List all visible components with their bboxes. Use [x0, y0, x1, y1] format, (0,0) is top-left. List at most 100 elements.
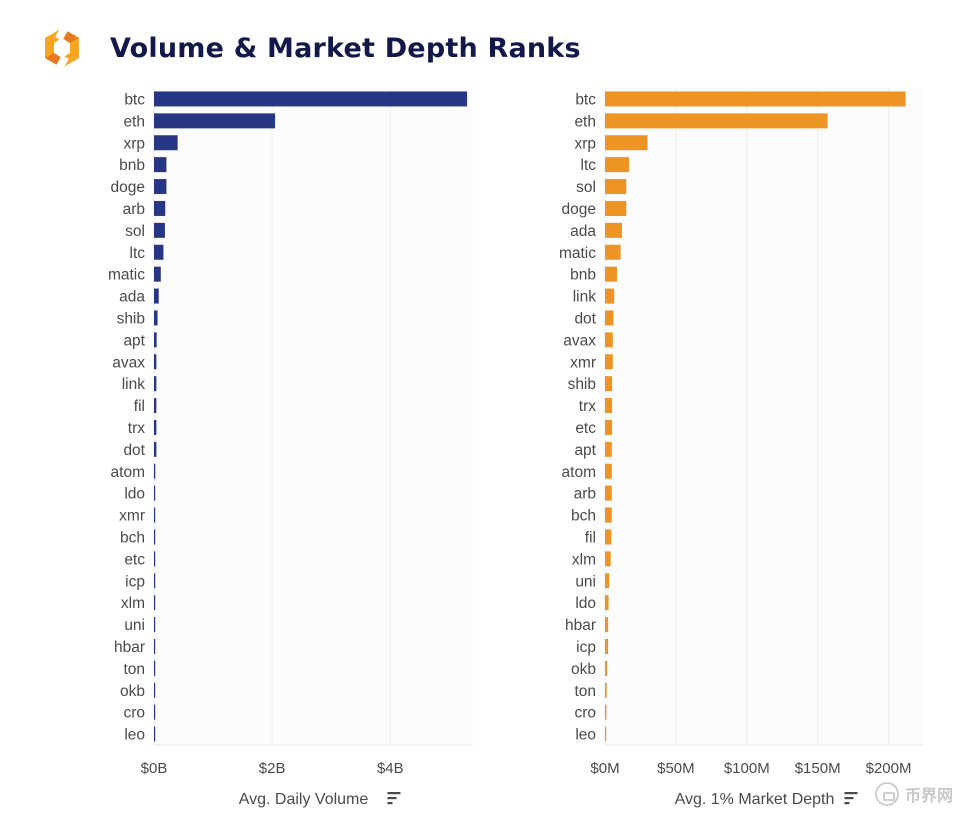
depth-category-label: dot — [574, 310, 596, 327]
depth-chart-panel: $0M $50M $100M $150M $200M btc eth xrp ltc sol dog… — [559, 88, 924, 808]
volume-bar-avax — [154, 354, 157, 370]
watermark: 币界网 — [874, 782, 953, 806]
depth-bar-link — [605, 288, 615, 304]
volume-bar-btc — [154, 91, 468, 107]
volume-bar-bnb — [154, 157, 167, 173]
depth-category-label: xlm — [572, 551, 596, 568]
depth-category-label: xrp — [574, 135, 596, 152]
depth-category-label: bnb — [570, 267, 596, 284]
depth-category-label: icp — [576, 639, 596, 656]
volume-bar-doge — [154, 179, 167, 195]
depth-bar-icp — [605, 638, 609, 654]
depth-category-label: bch — [571, 508, 596, 525]
volume-bar-icp — [154, 573, 156, 589]
depth-bar-shib — [605, 376, 613, 392]
sort-icon[interactable] — [387, 792, 401, 805]
sort-icon[interactable] — [844, 792, 858, 805]
volume-axis-title: Avg. Daily Volume — [239, 791, 369, 808]
depth-bar-apt — [605, 441, 612, 457]
volume-bar-ldo — [154, 485, 156, 501]
depth-bar-bch — [605, 507, 612, 523]
volume-bar-atom — [154, 463, 156, 479]
volume-bar-trx — [154, 419, 157, 435]
coin-circle-icon — [874, 782, 899, 806]
depth-bar-eth — [605, 113, 828, 129]
volume-bar-leo — [154, 726, 156, 742]
depth-bar-trx — [605, 398, 613, 414]
depth-bar-okb — [605, 660, 608, 676]
depth-category-label: etc — [575, 420, 596, 437]
depth-bar-cro — [605, 704, 607, 720]
volume-bar-sol — [154, 222, 165, 238]
depth-category-label: ldo — [575, 595, 596, 612]
depth-tick-label: $100M — [724, 760, 770, 777]
depth-bar-leo — [605, 726, 607, 742]
volume-tick-label: $0B — [141, 760, 168, 777]
depth-category-label: matic — [559, 245, 596, 262]
depth-category-label: link — [573, 289, 597, 306]
volume-category-label: xlm — [121, 595, 145, 612]
depth-bar-xrp — [605, 135, 648, 151]
volume-bar-ton — [154, 660, 156, 676]
volume-category-label: uni — [124, 617, 145, 634]
volume-category-label: avax — [112, 354, 145, 371]
volume-category-label: bch — [120, 529, 145, 546]
volume-bar-xmr — [154, 507, 156, 523]
depth-category-label: eth — [574, 113, 596, 130]
volume-category-label: leo — [124, 727, 145, 744]
depth-category-label: apt — [574, 442, 596, 459]
depth-bar-sol — [605, 179, 627, 195]
volume-category-label: ldo — [124, 486, 145, 503]
volume-category-label: bnb — [119, 157, 145, 174]
volume-bar-etc — [154, 551, 156, 567]
volume-category-label: shib — [117, 310, 145, 327]
depth-category-label: cro — [574, 705, 596, 722]
volume-category-label: cro — [123, 705, 145, 722]
volume-bar-xlm — [154, 595, 156, 611]
depth-category-label: btc — [575, 91, 596, 108]
depth-bar-xlm — [605, 551, 611, 567]
volume-bar-arb — [154, 200, 166, 216]
volume-category-label: eth — [123, 113, 145, 130]
page-title: Volume & Market Depth Ranks — [110, 32, 581, 64]
volume-category-label: okb — [120, 683, 145, 700]
volume-category-label: icp — [125, 573, 145, 590]
depth-bar-matic — [605, 244, 621, 260]
depth-category-label: leo — [575, 727, 596, 744]
volume-chart-panel: $0B $2B $4B btc eth xrp bnb doge arb sol ltc matic a… — [108, 88, 473, 808]
volume-bar-eth — [154, 113, 276, 129]
volume-bar-matic — [154, 266, 161, 282]
depth-category-label: ada — [570, 223, 596, 240]
depth-bar-btc — [605, 91, 906, 107]
volume-tick-label: $2B — [259, 760, 286, 777]
depth-category-label: sol — [576, 179, 596, 196]
depth-bar-ltc — [605, 157, 630, 173]
depth-category-label: doge — [562, 201, 596, 218]
volume-category-label: matic — [108, 267, 145, 284]
volume-category-label: apt — [123, 332, 145, 349]
volume-bar-uni — [154, 617, 156, 633]
depth-bar-atom — [605, 463, 612, 479]
depth-category-label: shib — [568, 376, 596, 393]
volume-category-label: link — [122, 376, 146, 393]
volume-category-label: sol — [125, 223, 145, 240]
volume-category-label: xrp — [123, 135, 145, 152]
volume-category-label: btc — [124, 91, 145, 108]
depth-bar-ton — [605, 682, 607, 698]
depth-tick-label: $0M — [590, 760, 619, 777]
volume-category-label: doge — [111, 179, 145, 196]
volume-category-label: dot — [123, 442, 145, 459]
depth-category-label: ltc — [581, 157, 597, 174]
volume-bar-link — [154, 376, 157, 392]
depth-category-label: uni — [575, 573, 596, 590]
depth-axis-title: Avg. 1% Market Depth — [675, 791, 835, 808]
depth-bar-bnb — [605, 266, 618, 282]
volume-category-label: xmr — [119, 508, 145, 525]
depth-bar-etc — [605, 419, 613, 435]
depth-bar-dot — [605, 310, 614, 326]
volume-tick-label: $4B — [377, 760, 404, 777]
volume-bar-cro — [154, 704, 156, 720]
volume-category-label: etc — [124, 551, 145, 568]
volume-category-label: ada — [119, 289, 145, 306]
